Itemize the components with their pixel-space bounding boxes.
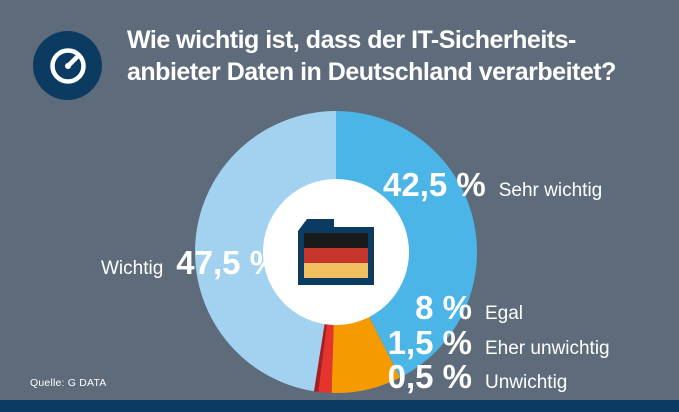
callout-sehr-wichtig: 42,5 % Sehr wichtig (383, 168, 602, 201)
callout-egal: 8 % Egal (360, 291, 523, 324)
segment-value: 8 % (415, 289, 472, 326)
folder-glyph (298, 219, 374, 285)
segment-value: 0,5 % (387, 358, 472, 395)
donut-segment-egal (331, 317, 401, 393)
gauge-icon (33, 31, 102, 100)
chart-title-line-2: anbieter Daten in Deutschland verarbeite… (127, 58, 616, 86)
flag-stripe-red (304, 248, 368, 263)
donut-segment-wichtig (194, 111, 336, 392)
gauge-icon-glyph (49, 47, 86, 84)
segment-label: Egal (485, 303, 524, 324)
donut-segment-unwichtig (313, 324, 327, 392)
callout-eher-unwichtig: 1,5 % Eher unwichtig (360, 326, 610, 359)
segment-value: 47,5 % (176, 244, 280, 281)
donut-segment-eher-unwichtig (318, 324, 334, 393)
callout-unwichtig: 0,5 % Unwichtig (360, 358, 568, 395)
chart-title-line-1: Wie wichtig ist, dass der IT-Sicherheits… (127, 26, 576, 54)
segment-label: Eher unwichtig (485, 338, 610, 359)
flag-stripe-gold (304, 263, 368, 278)
segment-value: 1,5 % (387, 324, 472, 361)
segment-value: 42,5 % (383, 166, 486, 203)
chart-title: Wie wichtig ist, dass der IT-Sicherheits… (127, 24, 616, 88)
segment-label: Sehr wichtig (498, 180, 603, 201)
callout-wichtig: Wichtig 47,5 % (101, 246, 279, 279)
segment-label: Unwichtig (485, 372, 568, 393)
flag-stripe-black (304, 233, 368, 248)
bottom-bar (0, 400, 679, 412)
germany-flag-folder-icon (294, 215, 378, 289)
source-text: Quelle: G DATA (30, 377, 107, 389)
segment-label: Wichtig (101, 258, 164, 279)
donut-segment-sehr-wichtig (336, 111, 477, 378)
